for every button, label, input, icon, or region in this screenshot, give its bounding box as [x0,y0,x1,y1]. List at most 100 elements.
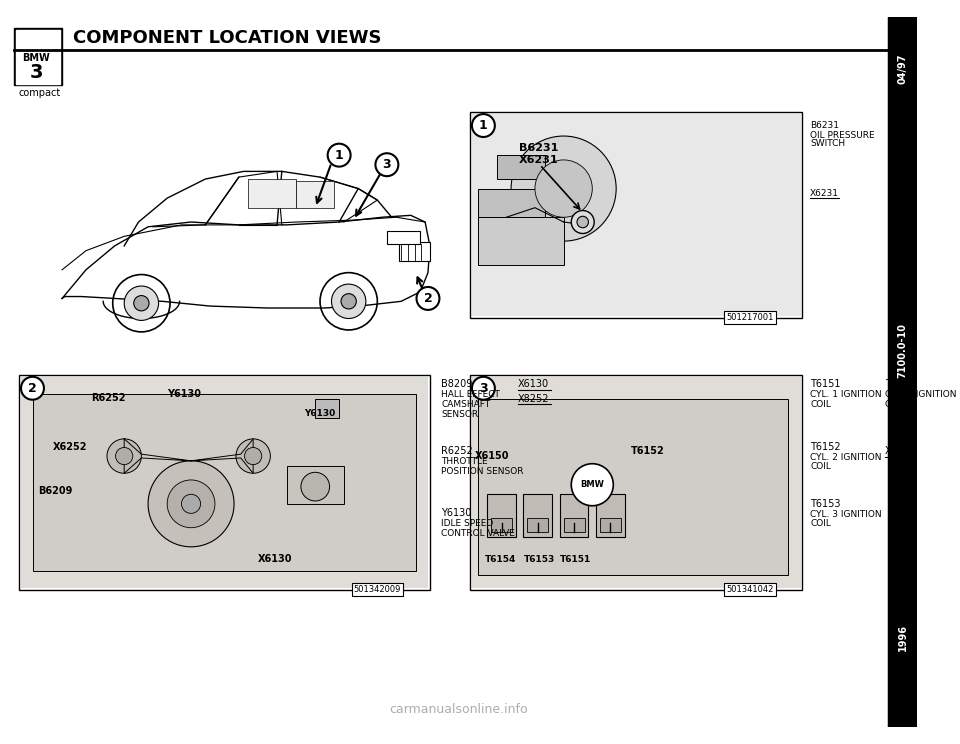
Text: X8252: X8252 [517,394,549,404]
Text: 3: 3 [30,62,43,82]
Text: 501342009: 501342009 [353,585,401,594]
Text: IDLE SPEED: IDLE SPEED [442,519,493,528]
Text: BMW: BMW [22,53,50,62]
Text: HALL EFFECT: HALL EFFECT [442,391,500,400]
Circle shape [167,480,215,527]
Text: Y6130: Y6130 [167,389,202,399]
Bar [470,112,803,318]
Text: B6231: B6231 [810,121,839,130]
Text: POSITION SENSOR: POSITION SENSOR [442,466,524,476]
Bar [21,376,428,588]
Bar [296,181,334,208]
Bar [387,231,420,244]
Bar [14,117,444,322]
Circle shape [107,439,141,473]
Text: 3: 3 [479,382,488,395]
Text: COIL: COIL [884,400,905,409]
Text: T6154: T6154 [884,379,915,389]
Text: carmanualsonline.info: carmanualsonline.info [389,703,528,716]
Circle shape [124,286,158,321]
Bar [399,242,430,261]
Text: CYL. 2 IGNITION: CYL. 2 IGNITION [810,452,881,461]
Bar [315,399,339,418]
Bar [564,518,585,533]
Text: COMPONENT LOCATION VIEWS: COMPONENT LOCATION VIEWS [73,29,381,47]
Bar [472,114,801,315]
Circle shape [148,461,234,547]
Circle shape [21,376,44,400]
Text: COIL: COIL [810,462,831,471]
Text: T6153: T6153 [523,555,555,564]
Text: CYL. 3 IGNITION: CYL. 3 IGNITION [810,510,881,519]
Text: SWITCH: SWITCH [810,139,845,148]
Text: 2: 2 [423,292,432,305]
Circle shape [331,284,366,318]
Text: B6231: B6231 [518,144,558,153]
Text: compact: compact [18,88,60,98]
Text: BMW: BMW [581,480,604,490]
Bar [888,16,917,728]
Text: T6154: T6154 [486,555,516,564]
Text: CYL. 4 IGNITION: CYL. 4 IGNITION [884,391,956,400]
Circle shape [472,114,494,137]
Text: R6252: R6252 [442,446,473,456]
Bar [478,217,564,265]
Bar [472,376,801,588]
Text: 1: 1 [479,119,488,132]
Text: R6252: R6252 [91,393,125,403]
Text: X6150: X6150 [475,451,509,461]
Bar [560,494,588,537]
Text: X8150: X8150 [884,446,916,456]
Text: OIL PRESSURE: OIL PRESSURE [810,131,875,140]
Text: T6152: T6152 [810,441,841,452]
Circle shape [472,376,494,400]
Text: 1: 1 [335,149,344,161]
Circle shape [577,217,588,228]
Circle shape [133,295,149,311]
Bar [523,494,552,537]
Text: 501217001: 501217001 [726,312,774,321]
Text: Y6130: Y6130 [442,508,471,519]
Bar [470,375,803,590]
Text: CONTROL VALVE: CONTROL VALVE [442,529,516,538]
Bar [287,466,344,504]
Text: CYL. 1 IGNITION: CYL. 1 IGNITION [810,391,881,400]
Text: COIL: COIL [810,519,831,528]
Bar [14,28,62,86]
Text: COIL: COIL [810,400,831,409]
Text: 7100.0-10: 7100.0-10 [898,324,908,379]
Circle shape [236,439,271,473]
Text: X6130: X6130 [258,554,293,564]
Bar [496,155,544,179]
Text: T6152: T6152 [631,446,664,456]
Circle shape [327,144,350,167]
Text: 1996: 1996 [898,624,908,651]
Bar [600,518,621,533]
Circle shape [571,464,613,506]
Circle shape [112,275,170,332]
Text: CAMSHAFT: CAMSHAFT [442,400,491,409]
Circle shape [181,494,201,513]
Circle shape [417,287,440,310]
Bar [596,494,625,537]
Circle shape [571,211,594,234]
Text: T6151: T6151 [810,379,841,389]
Bar [478,399,788,575]
Text: T6153: T6153 [810,498,841,509]
Circle shape [341,294,356,309]
Text: 04/97: 04/97 [898,54,908,84]
Text: B8209: B8209 [442,379,472,389]
Text: T6151: T6151 [560,555,591,564]
Text: 2: 2 [28,382,36,395]
Bar [16,30,60,83]
Circle shape [115,447,132,465]
Text: THROTTLE: THROTTLE [442,458,488,466]
Bar [34,394,416,571]
Bar [487,494,516,537]
Circle shape [320,272,377,330]
Text: SENSOR: SENSOR [442,409,478,419]
Circle shape [245,447,262,465]
Bar [491,518,512,533]
Text: Y6130: Y6130 [304,408,336,417]
Bar [249,179,296,208]
